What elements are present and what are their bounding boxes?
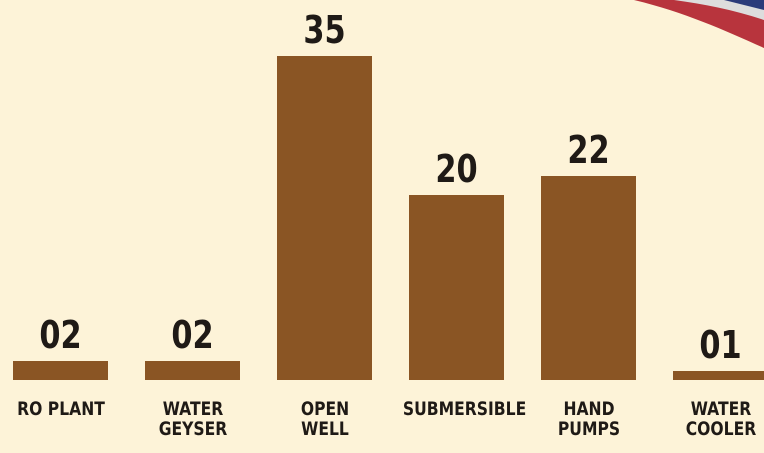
category-label: HAND PUMPS [534,399,642,439]
value-label: 01 [683,325,759,365]
bar [673,371,764,380]
category-label: RO PLANT [6,399,114,419]
bar [277,56,372,380]
value-label: 22 [551,130,627,170]
value-label: 02 [23,315,99,355]
chart: 02 RO PLANT 02 WATER GEYSER 35 OPEN WELL 20 SUB… [0,0,764,453]
category-label: WATER COOLER [666,399,764,439]
bar [541,176,636,380]
bar [145,361,240,380]
category-label: OPEN WELL [270,399,378,439]
value-label: 20 [419,149,495,189]
value-label: 35 [287,10,363,50]
category-label: WATER GEYSER [138,399,246,439]
bar [13,361,108,380]
value-label: 02 [155,315,231,355]
page: 02 RO PLANT 02 WATER GEYSER 35 OPEN WELL 20 SUB… [0,0,764,453]
bar [409,195,504,380]
category-label: SUBMERSIBLE [402,399,510,419]
